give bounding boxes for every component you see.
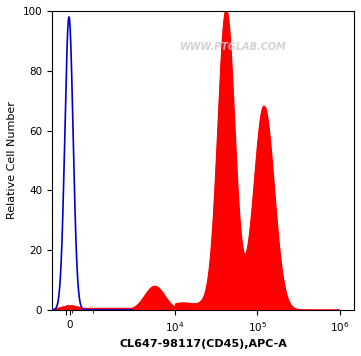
X-axis label: CL647-98117(CD45),APC-A: CL647-98117(CD45),APC-A	[119, 339, 287, 349]
Y-axis label: Relative Cell Number: Relative Cell Number	[7, 101, 17, 219]
Text: WWW.PTGLAB.COM: WWW.PTGLAB.COM	[180, 42, 287, 52]
